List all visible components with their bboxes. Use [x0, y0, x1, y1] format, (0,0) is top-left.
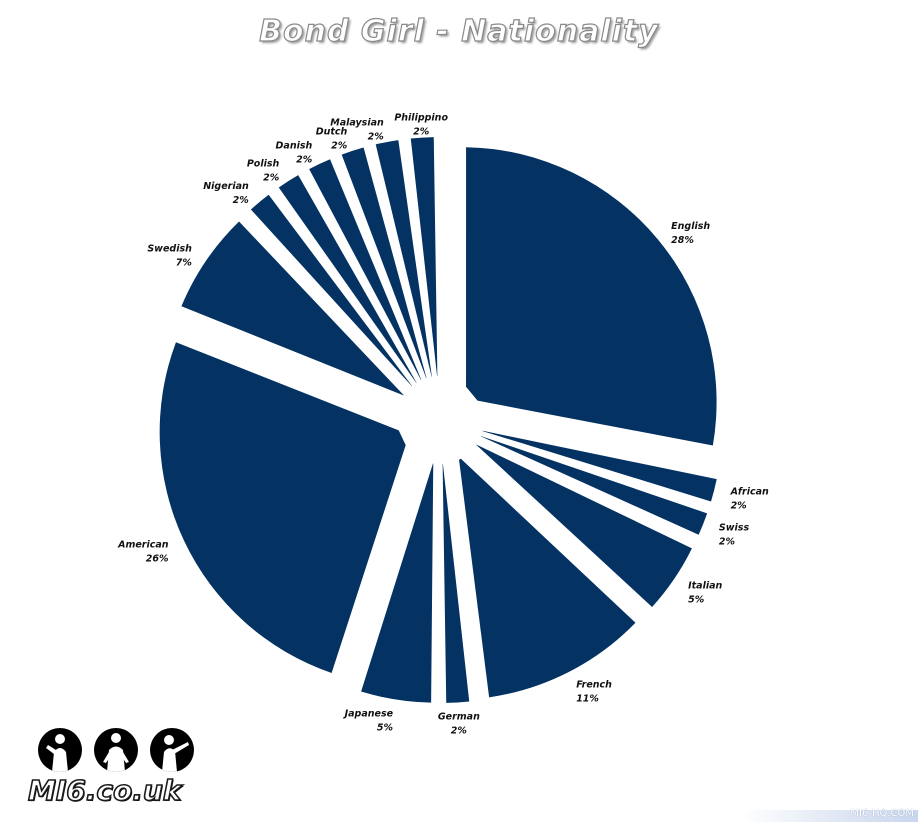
slice-label-name: Dutch	[316, 127, 348, 138]
slice-label-group: German 2%	[438, 711, 480, 736]
slice-label-name: American	[117, 540, 169, 551]
mi6-logo: MI6.co.uk	[27, 722, 228, 812]
slice-label-percent: 2%	[413, 127, 429, 138]
pie-slice-american	[159, 342, 406, 674]
slice-label-group: Swedish 7%	[147, 243, 192, 268]
slice-label-percent: 5%	[377, 722, 393, 733]
slice-label-percent: 26%	[146, 554, 169, 565]
pie-slice-philippino	[410, 137, 438, 377]
slice-label-name: Nigerian	[203, 181, 249, 192]
slice-label-name: African	[730, 487, 769, 498]
agent-with-gun-icon	[150, 728, 194, 772]
pie-slice-dutch	[341, 147, 427, 379]
slice-label-name: Swiss	[719, 522, 750, 533]
slice-label-percent: 2%	[331, 141, 347, 152]
slice-label-name: Philippino	[394, 113, 448, 124]
slice-label-percent: 2%	[719, 536, 735, 547]
slice-label-group: Malaysian 2%	[330, 117, 384, 142]
pie-slice-japanese	[361, 463, 434, 703]
slice-label-percent: 2%	[451, 725, 467, 736]
slice-label-percent: 2%	[368, 131, 384, 142]
slice-label-percent: 28%	[671, 235, 694, 246]
slice-label-percent: 11%	[576, 693, 599, 704]
slice-label-group: Polish 2%	[247, 159, 280, 184]
slice-label-group: Swiss 2%	[719, 522, 750, 547]
slice-label-name: English	[671, 221, 710, 232]
slice-label-group: Italian 5%	[688, 581, 722, 606]
pie-slice-swedish	[181, 221, 404, 396]
pie-slice-german	[442, 463, 470, 703]
slice-label-percent: 5%	[688, 595, 704, 606]
slice-label-group: Japanese 5%	[343, 708, 394, 733]
slice-label-percent: 2%	[233, 195, 249, 206]
slice-label-group: Philippino 2%	[394, 113, 448, 138]
slice-label-group: American 26%	[117, 540, 169, 565]
slice-label-group: Danish 2%	[276, 141, 313, 166]
chart-title: Bond Girl - Nationality	[259, 13, 659, 49]
agent-silhouette-icon	[94, 728, 138, 772]
pie-slice-english	[466, 147, 717, 446]
pie-slice-danish	[309, 159, 422, 381]
slice-label-name: Polish	[247, 159, 280, 170]
slice-label-group: English 28%	[671, 221, 710, 246]
pie-slice-french	[459, 458, 636, 698]
watermark-bar	[740, 810, 918, 822]
pie-slice-italian	[476, 444, 692, 607]
slice-label-group: French 11%	[576, 679, 612, 704]
logo-text: MI6.co.uk	[27, 773, 182, 808]
slice-label-group: Dutch 2%	[316, 127, 348, 152]
slice-label-group: African 2%	[730, 487, 769, 512]
slice-label-name: Japanese	[343, 708, 394, 719]
slice-label-percent: 2%	[731, 501, 747, 512]
slice-label-name: German	[438, 711, 480, 722]
agent-silhouette-icon	[38, 728, 82, 772]
pie-slice-nigerian	[250, 194, 413, 387]
watermark: MI6-HQ.COM	[850, 808, 914, 819]
slice-label-percent: 2%	[263, 173, 279, 184]
slice-label-name: Swedish	[147, 243, 192, 254]
slice-label-group: Nigerian 2%	[203, 181, 249, 206]
slice-label-name: Danish	[276, 141, 313, 152]
pie-slice-polish	[278, 175, 417, 383]
pie-slice-african	[482, 430, 717, 502]
pie-slice-swiss	[480, 436, 708, 535]
slice-label-name: French	[576, 679, 612, 690]
slice-label-percent: 7%	[176, 257, 192, 268]
slice-label-percent: 2%	[296, 155, 312, 166]
slice-label-name: Italian	[688, 581, 722, 592]
pie-slice-malaysian	[375, 140, 432, 377]
slice-label-name: Malaysian	[330, 117, 384, 128]
